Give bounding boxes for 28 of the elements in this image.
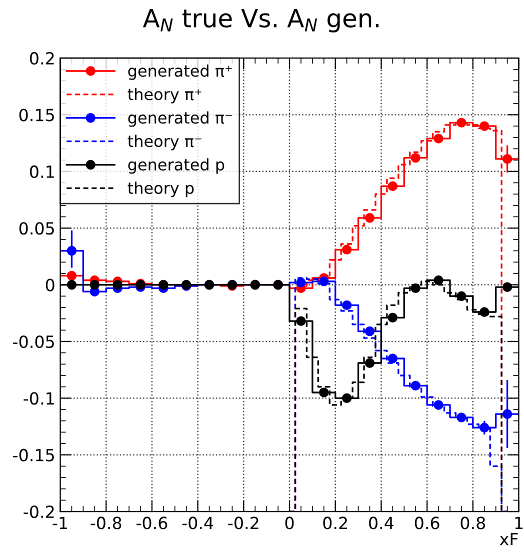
y-tick-label: -0.2: [24, 505, 54, 518]
legend-label: theory π⁺: [128, 88, 202, 104]
x-tick-label: -1: [52, 516, 68, 530]
x-axis-title: xF: [500, 533, 518, 546]
x-tick-label: 0.6: [414, 516, 440, 530]
x-tick-label: 1: [515, 516, 523, 530]
y-tick-label: 0.15: [19, 108, 54, 122]
x-tick-label: -0.6: [136, 516, 168, 530]
y-tick-label: 0: [46, 278, 54, 292]
legend-label: theory π⁻: [128, 134, 202, 150]
x-tick-label: 0.2: [323, 516, 347, 530]
y-tick-label: -0.15: [13, 448, 54, 462]
y-tick-label: 0.1: [30, 165, 54, 178]
y-tick-label: -0.1: [24, 392, 54, 405]
x-tick-label: 0.8: [460, 516, 486, 530]
chart-title: A$_{N}$ true Vs. A$_{N}$ gen.: [142, 8, 378, 32]
y-tick-label: 0.2: [30, 52, 54, 65]
x-tick-label: -0.2: [228, 516, 258, 530]
legend-label: theory p: [128, 182, 194, 198]
y-tick-label: 0.05: [19, 222, 54, 235]
y-tick-label: -0.05: [13, 335, 54, 348]
x-tick-label: 0: [285, 516, 294, 530]
legend-label: generated p: [128, 158, 224, 174]
x-tick-label: -0.4: [182, 516, 214, 530]
legend-label: generated π⁺: [128, 64, 232, 80]
legend-label: generated π⁻: [128, 111, 232, 127]
x-tick-label: 0.4: [369, 516, 394, 530]
x-tick-label: -0.8: [90, 516, 122, 530]
